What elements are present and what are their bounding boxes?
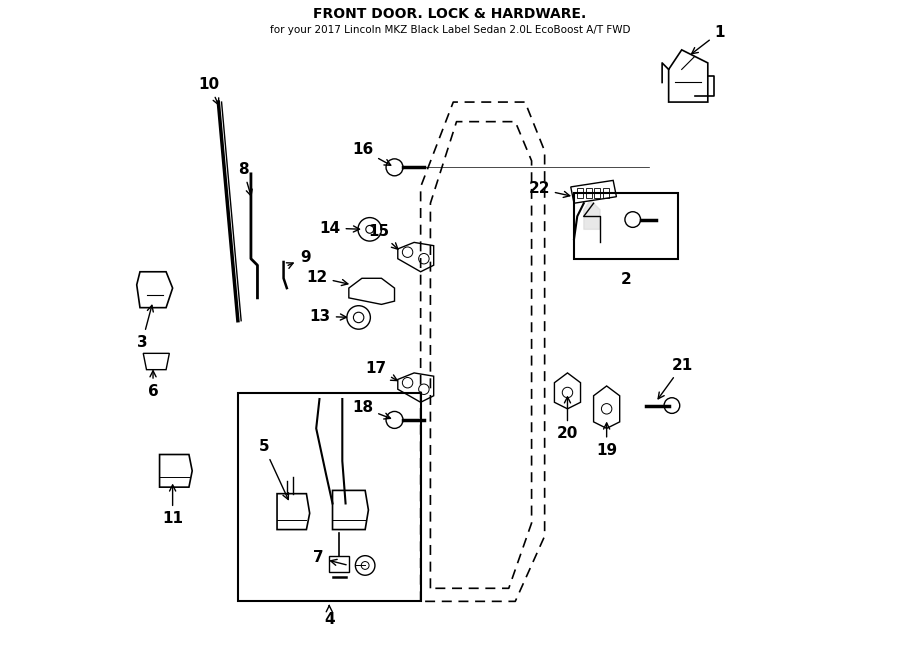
- Text: 2: 2: [621, 272, 632, 287]
- Text: 20: 20: [557, 397, 578, 441]
- Text: 16: 16: [352, 142, 391, 165]
- Text: 12: 12: [306, 270, 348, 286]
- Text: 13: 13: [310, 309, 346, 324]
- Text: FRONT DOOR. LOCK & HARDWARE.: FRONT DOOR. LOCK & HARDWARE.: [313, 7, 587, 21]
- Text: 8: 8: [238, 162, 252, 196]
- Text: 6: 6: [148, 371, 158, 399]
- Text: 9: 9: [286, 250, 310, 268]
- Bar: [603, 188, 608, 198]
- Text: 19: 19: [596, 423, 617, 457]
- Text: 1: 1: [692, 25, 724, 54]
- Text: 14: 14: [320, 221, 359, 235]
- Text: 11: 11: [162, 485, 183, 526]
- Polygon shape: [584, 200, 600, 229]
- Bar: [577, 188, 583, 198]
- Text: 17: 17: [365, 361, 397, 381]
- Text: 10: 10: [199, 77, 220, 104]
- Text: 22: 22: [528, 181, 570, 198]
- Text: for your 2017 Lincoln MKZ Black Label Sedan 2.0L EcoBoost A/T FWD: for your 2017 Lincoln MKZ Black Label Se…: [270, 25, 630, 35]
- Text: 5: 5: [258, 440, 289, 500]
- Text: 21: 21: [658, 358, 693, 399]
- Text: 4: 4: [324, 605, 335, 627]
- Text: 18: 18: [352, 400, 391, 419]
- Text: 15: 15: [368, 224, 398, 249]
- Bar: [594, 188, 600, 198]
- Bar: [586, 188, 591, 198]
- Text: 7: 7: [313, 550, 346, 565]
- Text: 3: 3: [137, 305, 153, 350]
